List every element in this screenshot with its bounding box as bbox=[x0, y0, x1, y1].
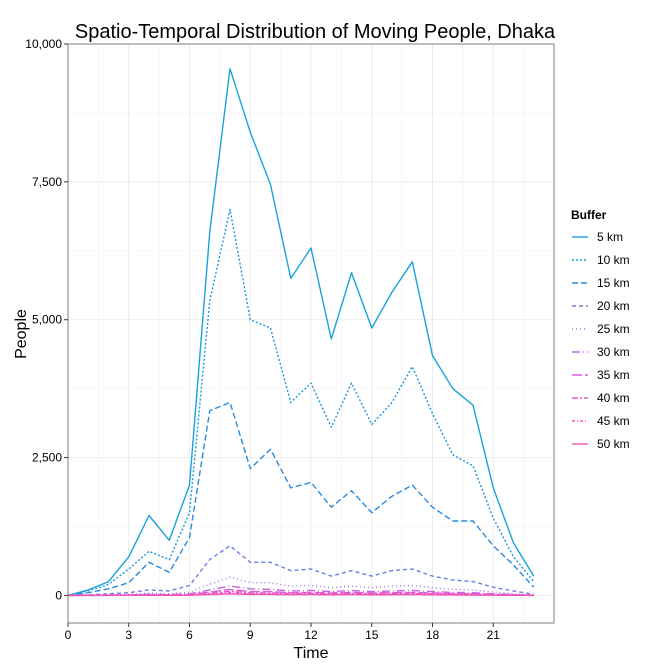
series-line-3 bbox=[67, 401, 535, 597]
y-tick-label: 0 bbox=[55, 588, 62, 602]
series-line-1 bbox=[67, 68, 535, 597]
legend-label-6: 30 km bbox=[597, 345, 630, 359]
grid-lines bbox=[67, 43, 554, 623]
series-line-2 bbox=[67, 208, 535, 597]
series-lines bbox=[67, 68, 535, 597]
x-tick-label: 3 bbox=[125, 628, 132, 642]
y-tick-label: 7,500 bbox=[32, 175, 62, 189]
x-tick-label: 9 bbox=[247, 628, 254, 642]
axis-ticks: 0 3 6 9 12 15 18 21 0 2,500 5,000 7,500 10,000 bbox=[25, 37, 500, 642]
x-tick-label: 0 bbox=[65, 628, 72, 642]
x-tick-label: 15 bbox=[365, 628, 379, 642]
series-line-10 bbox=[68, 593, 534, 597]
legend-label-3: 15 km bbox=[597, 276, 630, 290]
x-axis-title: Time bbox=[294, 645, 329, 662]
legend: Buffer 5 km 10 km 15 km 20 km 25 km 30 km 35 k… bbox=[571, 208, 630, 451]
legend-label-7: 35 km bbox=[597, 368, 630, 382]
series-line-5 bbox=[67, 576, 534, 597]
y-tick-label: 2,500 bbox=[32, 451, 62, 465]
y-axis-title: People bbox=[13, 309, 30, 359]
series-line-4 bbox=[67, 545, 534, 597]
legend-label-5: 25 km bbox=[597, 322, 630, 336]
chart-title: Spatio-Temporal Distribution of Moving P… bbox=[75, 21, 556, 43]
x-tick-label: 12 bbox=[304, 628, 318, 642]
legend-label-9: 45 km bbox=[597, 414, 630, 428]
legend-label-10: 50 km bbox=[597, 437, 630, 451]
x-tick-label: 6 bbox=[186, 628, 193, 642]
legend-label-1: 5 km bbox=[597, 230, 623, 244]
legend-title: Buffer bbox=[571, 208, 607, 222]
y-tick-label: 10,000 bbox=[25, 37, 62, 51]
y-tick-label: 5,000 bbox=[32, 313, 62, 327]
x-tick-label: 21 bbox=[487, 628, 501, 642]
legend-label-4: 20 km bbox=[597, 299, 630, 313]
legend-label-8: 40 km bbox=[597, 391, 630, 405]
x-tick-label: 18 bbox=[426, 628, 440, 642]
legend-label-2: 10 km bbox=[597, 253, 630, 267]
